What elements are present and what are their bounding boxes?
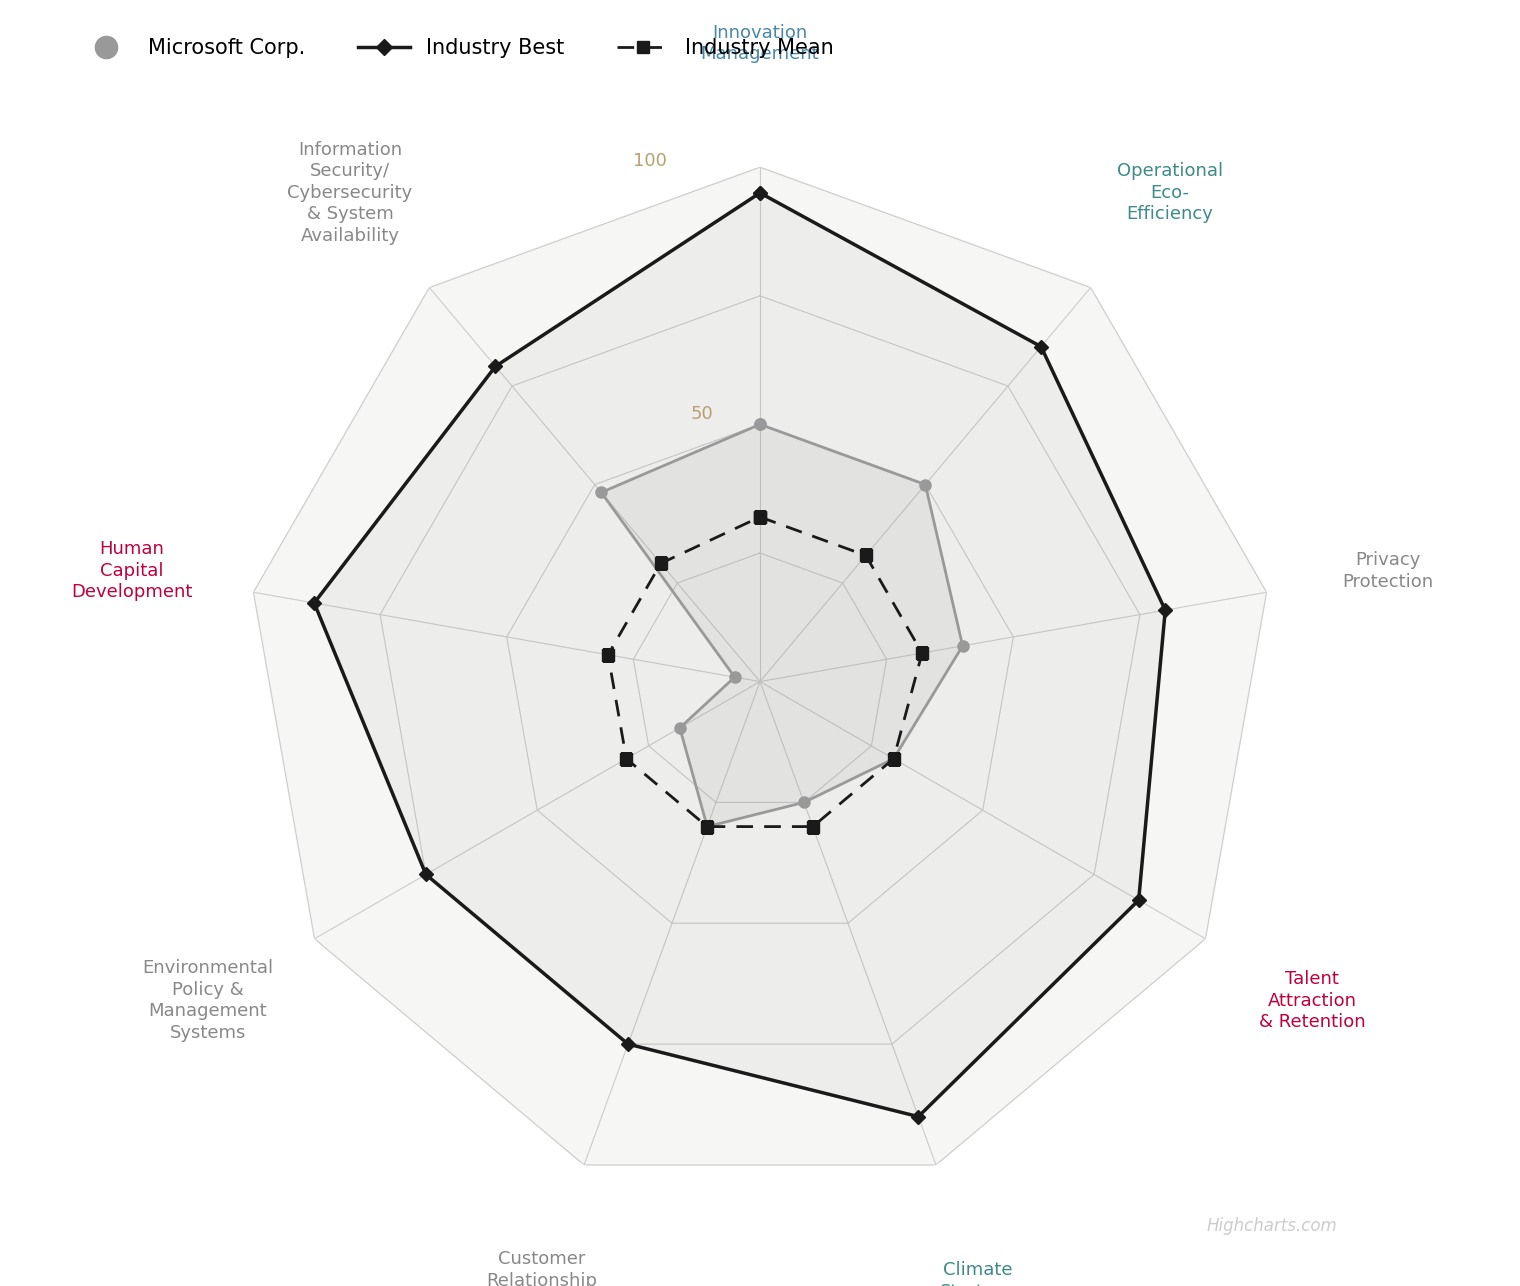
Text: Customer
Relationship
Management: Customer Relationship Management (482, 1250, 600, 1286)
Text: Highcharts.com: Highcharts.com (1207, 1217, 1338, 1235)
Polygon shape (602, 424, 962, 827)
Legend: Microsoft Corp., Industry Best, Industry Mean: Microsoft Corp., Industry Best, Industry… (71, 30, 842, 67)
Polygon shape (254, 167, 1266, 1165)
Text: Operational
Eco-
Efficiency: Operational Eco- Efficiency (1117, 162, 1224, 224)
Text: Human
Capital
Development: Human Capital Development (71, 540, 193, 602)
Text: 50: 50 (690, 405, 713, 423)
Text: Environmental
Policy &
Management
Systems: Environmental Policy & Management System… (141, 959, 274, 1042)
Text: Information
Security/
Cybersecurity
& System
Availability: Information Security/ Cybersecurity & Sy… (287, 141, 412, 244)
Text: Innovation
Management: Innovation Management (701, 24, 819, 63)
Text: Talent
Attraction
& Retention: Talent Attraction & Retention (1259, 970, 1365, 1031)
Text: Privacy
Protection: Privacy Protection (1342, 552, 1433, 590)
Text: Climate
Strategy: Climate Strategy (939, 1262, 1017, 1286)
Text: 100: 100 (634, 153, 667, 171)
